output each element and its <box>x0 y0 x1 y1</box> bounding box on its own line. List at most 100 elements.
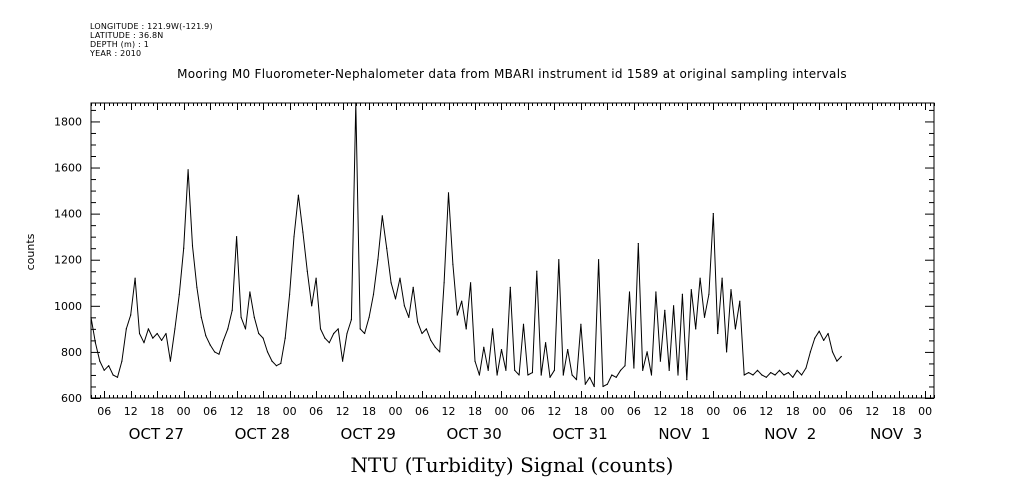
x-day-label: NOV 1 <box>658 425 710 443</box>
data-point <box>125 328 127 330</box>
data-point <box>306 270 308 272</box>
data-point <box>598 259 600 261</box>
data-point <box>452 263 454 265</box>
data-point <box>628 291 631 293</box>
x-hour-label: 00 <box>283 405 297 418</box>
data-point <box>527 374 529 376</box>
data-point <box>611 374 613 376</box>
x-hour-label: 06 <box>309 405 323 418</box>
data-point <box>377 259 379 261</box>
data-point <box>761 374 763 376</box>
x-hour-label: 06 <box>521 405 535 418</box>
data-point <box>606 383 609 385</box>
data-point <box>823 339 825 341</box>
data-point <box>739 300 741 302</box>
data-point <box>664 309 666 311</box>
data-point <box>726 351 728 353</box>
data-point <box>456 314 458 316</box>
x-hour-label: 18 <box>680 405 694 418</box>
y-tick-label: 1000 <box>54 300 82 313</box>
data-point <box>258 332 260 335</box>
chart-title: Mooring M0 Fluorometer-Nephalometer data… <box>177 67 847 81</box>
data-point <box>161 339 163 341</box>
data-point <box>116 376 119 378</box>
data-point <box>174 328 176 330</box>
x-hour-label: 18 <box>892 405 906 418</box>
data-point <box>584 383 586 385</box>
data-point <box>774 374 776 376</box>
series-line <box>90 102 842 387</box>
data-point <box>562 374 564 376</box>
x-hour-label: 00 <box>918 405 932 418</box>
data-point <box>805 367 807 369</box>
data-point <box>311 305 313 307</box>
data-point <box>461 300 463 302</box>
data-point <box>390 282 392 284</box>
data-point <box>540 374 542 376</box>
data-point <box>492 328 494 330</box>
data-point <box>112 374 114 376</box>
data-point <box>214 351 216 353</box>
x-hour-label: 06 <box>97 405 111 418</box>
data-point <box>249 291 251 293</box>
x-hour-label: 00 <box>494 405 508 418</box>
data-point <box>478 374 480 376</box>
data-point <box>350 319 352 321</box>
data-point <box>567 349 569 351</box>
data-point <box>231 309 233 311</box>
x-hour-label: 06 <box>839 405 853 418</box>
data-point <box>443 282 445 284</box>
data-point <box>620 369 622 371</box>
data-point <box>699 277 701 279</box>
x-hour-label: 00 <box>600 405 614 418</box>
data-point <box>756 369 759 371</box>
data-point <box>792 376 794 378</box>
data-point <box>668 369 670 371</box>
data-point <box>183 247 185 249</box>
x-hour-label: 12 <box>336 405 350 418</box>
y-tick-label: 1600 <box>54 162 82 175</box>
data-point <box>673 305 675 307</box>
data-point <box>205 335 207 337</box>
data-point <box>518 374 520 376</box>
x-hour-label: 12 <box>759 405 773 418</box>
data-point <box>275 365 277 367</box>
data-point <box>787 372 790 374</box>
x-day-label: NOV 2 <box>764 425 816 443</box>
data-point <box>421 332 423 335</box>
data-point <box>121 360 123 362</box>
x-hour-label: 00 <box>177 405 191 418</box>
data-point <box>266 351 269 353</box>
data-point <box>333 332 335 335</box>
data-point <box>403 305 405 307</box>
data-point <box>514 369 516 371</box>
data-point <box>187 169 189 171</box>
data-point <box>487 369 489 371</box>
depth-label: DEPTH (m) : 1 <box>90 40 149 49</box>
data-point <box>796 369 798 371</box>
data-point <box>408 316 410 318</box>
x-hour-label: 12 <box>124 405 138 418</box>
data-point <box>778 369 781 371</box>
data-point <box>359 328 361 330</box>
data-point <box>522 323 525 325</box>
data-point <box>152 337 154 339</box>
data-point <box>244 328 247 330</box>
longitude-label: LONGITUDE : 121.9W(-121.9) <box>90 22 213 31</box>
x-hour-label: 12 <box>442 405 456 418</box>
x-hour-label: 18 <box>362 405 376 418</box>
data-point <box>165 332 167 335</box>
data-point <box>271 360 273 362</box>
x-hour-label: 06 <box>203 405 217 418</box>
x-day-label: NOV 3 <box>870 425 922 443</box>
data-point <box>99 360 101 362</box>
data-point <box>474 360 476 362</box>
data-point <box>690 289 692 291</box>
data-point <box>814 337 816 339</box>
data-point <box>108 365 110 367</box>
data-point <box>368 316 370 318</box>
data-point <box>765 376 767 378</box>
data-point <box>399 277 401 279</box>
data-point <box>284 337 286 339</box>
x-hour-label: 00 <box>389 405 403 418</box>
